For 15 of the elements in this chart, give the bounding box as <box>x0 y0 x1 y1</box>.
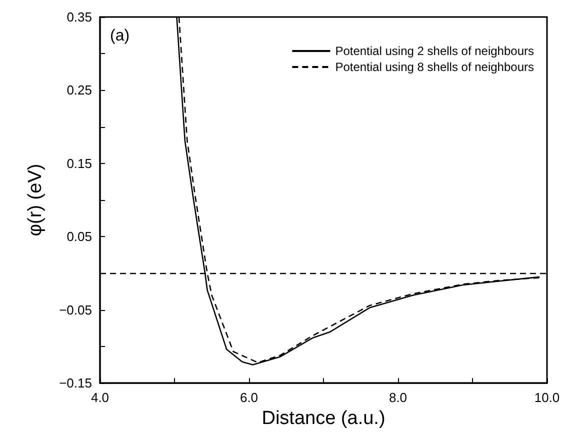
x-tick-label: 6.0 <box>240 390 258 406</box>
y-axis-title: φ(r) (eV) <box>25 164 46 236</box>
y-tick-label: 0.25 <box>66 82 92 98</box>
x-tick-label: 4.0 <box>90 390 110 406</box>
y-tick-label: 0.35 <box>66 10 92 24</box>
y-tick-label: 0.05 <box>66 229 92 244</box>
annotation: (a) <box>110 28 130 44</box>
y-tick-label: −0.05 <box>59 302 92 318</box>
x-tick-label: 8.0 <box>388 390 408 406</box>
legend-label: Potential using 2 shells of neighbours <box>335 44 534 58</box>
x-axis-title: Distance (a.u.) <box>262 408 386 429</box>
legend-label: Potential using 8 shells of neighbours <box>335 60 534 74</box>
y-tick-label: −0.15 <box>59 376 92 391</box>
y-tick-label: 0.15 <box>66 156 92 171</box>
x-tick-label: 10.0 <box>534 390 560 406</box>
